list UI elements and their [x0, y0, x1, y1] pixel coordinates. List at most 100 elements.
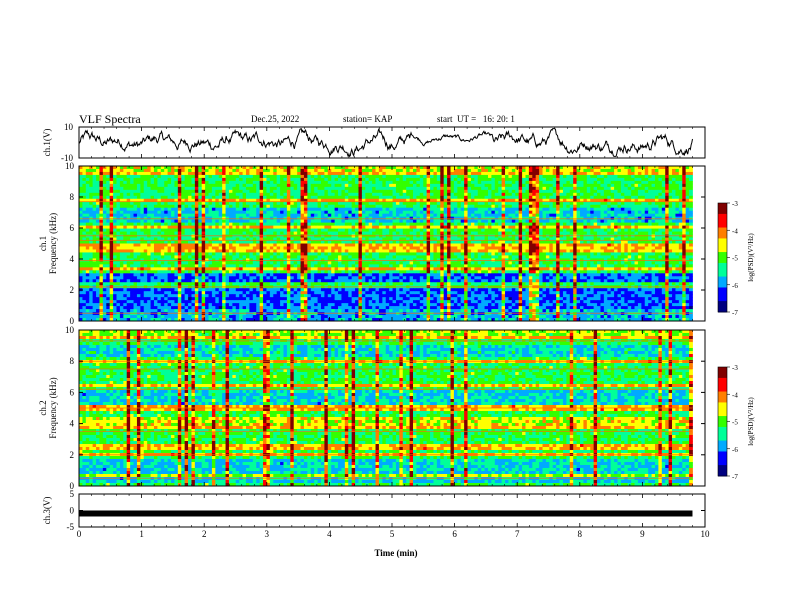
psd-cell — [440, 177, 445, 182]
psd-cell — [361, 237, 366, 241]
psd-cell — [522, 207, 526, 212]
psd-cell — [320, 186, 325, 191]
psd-cell — [215, 166, 220, 170]
psd-cell — [232, 166, 237, 170]
psd-cell — [239, 225, 243, 229]
psd-cell — [89, 183, 94, 188]
psd-cell — [430, 213, 434, 218]
psd-cell — [116, 207, 121, 212]
psd-cell — [89, 240, 94, 244]
psd-cell — [416, 240, 421, 244]
psd-cell — [409, 180, 414, 185]
psd-cell — [99, 180, 104, 185]
psd-cell — [569, 210, 574, 215]
psd-cell — [481, 192, 485, 197]
psd-cell — [440, 186, 445, 191]
psd-cell — [620, 219, 625, 224]
psd-cell — [648, 201, 652, 206]
psd-cell — [368, 237, 373, 241]
psd-cell — [283, 240, 288, 244]
psd-cell — [556, 222, 560, 227]
psd-cell — [276, 237, 281, 241]
psd-cell — [508, 189, 513, 194]
psd-cell — [658, 168, 663, 173]
psd-cell — [586, 192, 591, 197]
psd-cell — [324, 195, 329, 200]
psd-cell — [218, 222, 223, 227]
psd-cell — [153, 246, 158, 250]
psd-cell — [617, 198, 622, 203]
psd-cell — [273, 237, 278, 241]
psd-cell — [522, 237, 526, 241]
psd-cell — [406, 240, 410, 244]
psd-cell — [573, 207, 577, 212]
psd-cell — [351, 213, 356, 218]
psd-cell — [487, 210, 492, 215]
psd-cell — [450, 240, 455, 244]
psd-cell — [430, 198, 434, 203]
psd-cell — [505, 192, 509, 197]
psd-cell — [409, 219, 414, 224]
psd-cell — [372, 192, 376, 197]
psd-cell — [392, 240, 397, 244]
psd-cell — [89, 243, 94, 247]
psd-cell — [290, 177, 295, 182]
psd-cell — [358, 222, 363, 227]
psd-cell — [487, 171, 492, 176]
psd-cell — [290, 183, 295, 188]
psd-cell — [552, 168, 557, 173]
psd-cell — [426, 180, 431, 185]
psd-cell — [515, 237, 520, 241]
psd-cell — [406, 201, 410, 206]
psd-cell — [399, 231, 404, 235]
psd-cell — [672, 204, 676, 209]
psd-cell — [378, 204, 383, 209]
psd-cell — [678, 177, 683, 182]
psd-cell — [528, 210, 533, 215]
psd-cell — [532, 186, 537, 191]
psd-cell — [651, 237, 656, 241]
psd-cell — [580, 201, 584, 206]
psd-cell — [239, 192, 243, 197]
psd-cell — [685, 228, 690, 232]
psd-cell — [136, 237, 141, 241]
psd-cell — [130, 228, 134, 232]
psd-cell — [682, 207, 687, 212]
psd-cell — [593, 168, 598, 173]
psd-cell — [116, 219, 121, 224]
psd-cell — [188, 186, 192, 191]
psd-cell — [597, 171, 601, 176]
psd-cell — [484, 222, 489, 227]
psd-cell — [522, 192, 526, 197]
psd-cell — [484, 186, 489, 191]
psd-cell — [324, 207, 329, 212]
psd-cell — [556, 207, 560, 212]
psd-cell — [348, 166, 353, 170]
psd-cell — [365, 207, 370, 212]
psd-cell — [494, 168, 499, 173]
psd-cell — [368, 174, 373, 179]
psd-cell — [402, 174, 407, 179]
psd-cell — [644, 201, 649, 206]
psd-cell — [82, 243, 87, 247]
psd-cell — [392, 174, 397, 179]
psd-cell — [259, 213, 264, 218]
psd-cell — [177, 198, 182, 203]
psd-cell — [597, 174, 601, 179]
psd-cell — [464, 177, 468, 182]
psd-cell — [361, 231, 366, 235]
psd-cell — [586, 210, 591, 215]
psd-cell — [96, 222, 100, 227]
psd-cell — [276, 192, 281, 197]
psd-cell — [300, 240, 305, 244]
psd-cell — [181, 166, 186, 170]
psd-cell — [184, 219, 189, 224]
psd-cell — [314, 225, 318, 229]
psd-cell — [372, 177, 376, 182]
psd-cell — [447, 180, 451, 185]
psd-cell — [416, 171, 421, 176]
psd-cell — [654, 166, 659, 170]
psd-cell — [419, 177, 424, 182]
psd-cell — [491, 225, 496, 229]
psd-cell — [603, 204, 608, 209]
